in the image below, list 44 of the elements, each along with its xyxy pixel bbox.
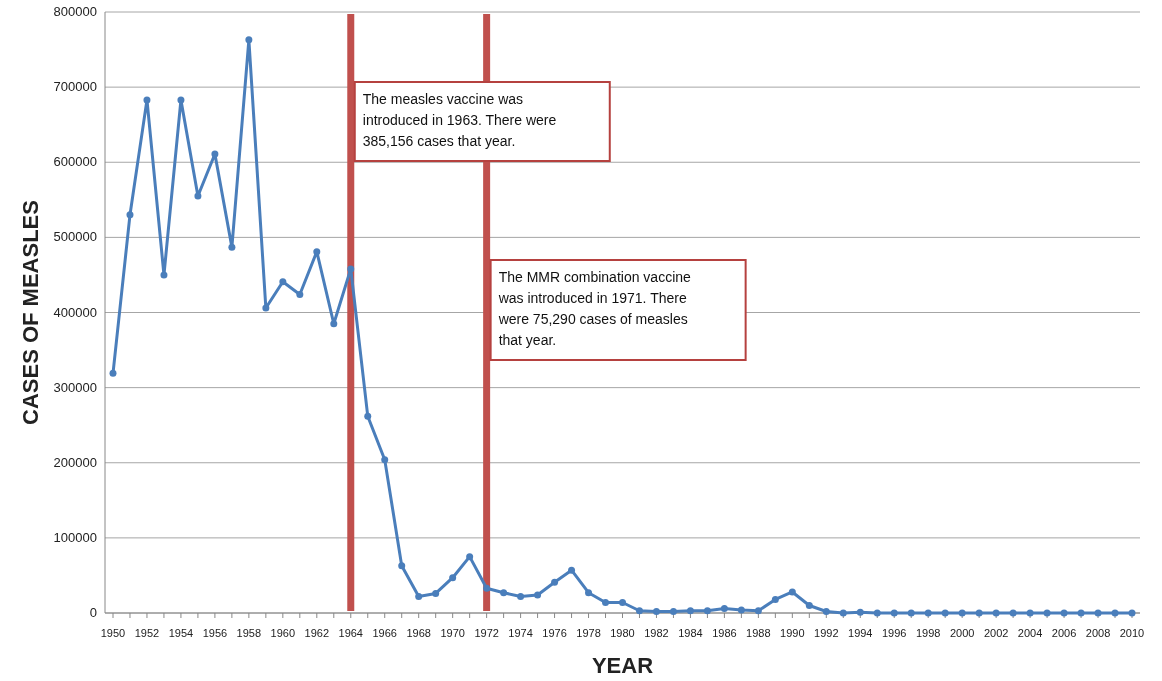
x-tick-label: 1994	[848, 627, 873, 639]
x-tick-label: 1960	[270, 627, 296, 639]
x-tick-label: 1952	[134, 627, 160, 639]
x-tick-label: 1984	[678, 627, 703, 639]
x-tick-label: 1990	[780, 627, 805, 639]
x-tick-label: 1998	[915, 627, 941, 639]
x-tick-label: 1974	[508, 627, 533, 639]
x-tick-label: 1982	[644, 627, 669, 639]
x-tick-label: 2002	[983, 627, 1009, 639]
y-tick-label: 500000	[53, 229, 97, 245]
x-tick-label: 1950	[100, 627, 126, 639]
y-tick-label: 200000	[53, 454, 97, 470]
y-tick-label: 400000	[53, 304, 97, 320]
x-tick-label: 1970	[440, 627, 465, 639]
x-tick-label: 2000	[949, 627, 975, 639]
x-tick-label: 1964	[338, 627, 364, 639]
x-tick-label: 1992	[814, 627, 839, 639]
y-tick-label: 300000	[53, 379, 97, 395]
x-tick-label: 2006	[1051, 627, 1077, 639]
x-tick-label: 1972	[474, 627, 499, 639]
x-tick-label: 2008	[1085, 627, 1111, 639]
x-tick-label: 1996	[881, 627, 907, 639]
y-tick-label: 700000	[53, 79, 97, 95]
x-tick-label: 1966	[372, 627, 397, 639]
x-tick-label: 1988	[746, 627, 771, 639]
annotation: The measles vaccine was introduced in 1963. There were 385,156 cases that year.	[362, 91, 557, 149]
x-axis-title: YEAR	[591, 653, 654, 678]
y-tick-label: 0	[89, 605, 97, 620]
x-tick-label: 1958	[236, 627, 262, 639]
y-tick-label: 600000	[53, 154, 97, 170]
x-tick-label: 1968	[406, 627, 431, 639]
x-tick-label: 1978	[576, 627, 601, 639]
x-tick-label: 2004	[1017, 627, 1043, 639]
annotation: The MMR combination vaccine was introduced in 1971. There were 75,290 cases of measles that year.	[497, 269, 692, 348]
x-tick-label: 1986	[712, 627, 737, 639]
x-tick-label: 2010	[1119, 627, 1145, 639]
y-tick-label: 800000	[53, 4, 97, 19]
x-tick-label: 1976	[542, 627, 567, 639]
x-tick-label: 1962	[304, 627, 330, 639]
x-tick-label: 1956	[202, 627, 228, 639]
x-tick-label: 1954	[168, 627, 194, 639]
x-tick-label: 1980	[610, 627, 635, 639]
y-tick-label: 100000	[53, 529, 97, 545]
y-axis-title: CASES OF MEASLES	[18, 200, 43, 425]
